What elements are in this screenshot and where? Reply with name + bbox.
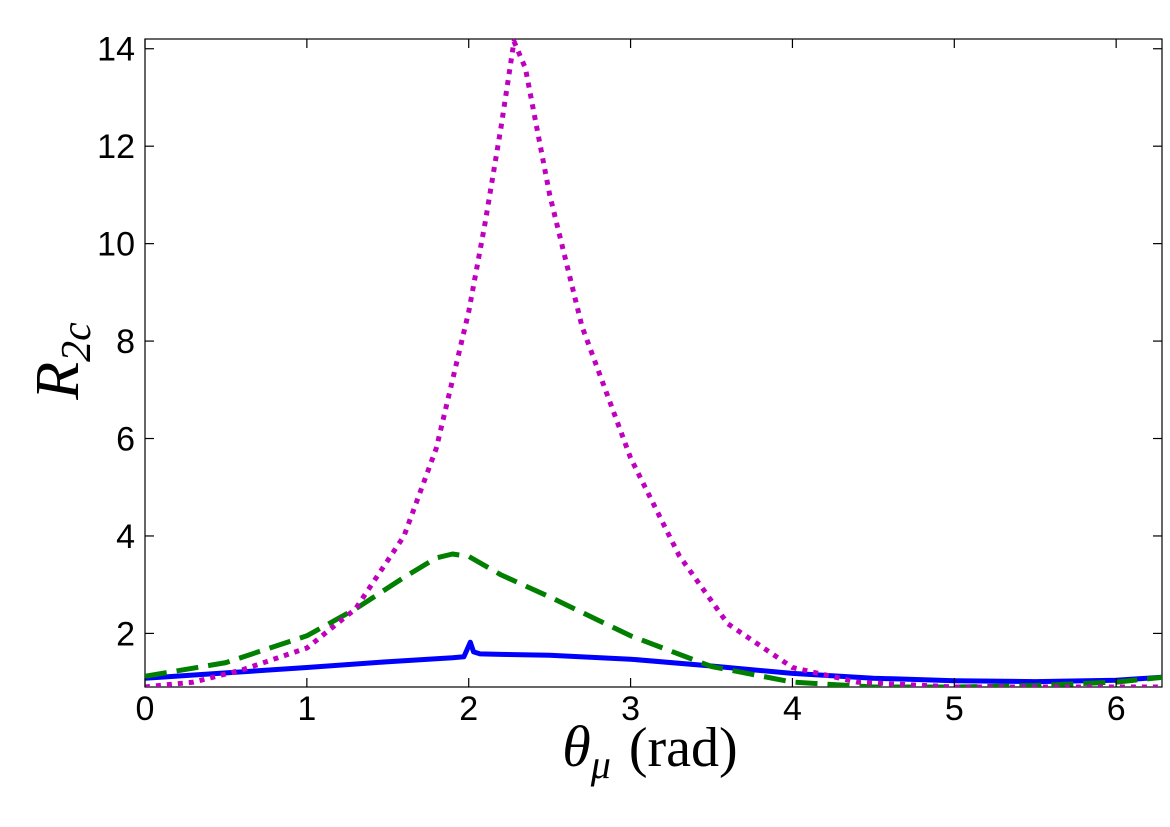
x-axis-symbol: θ — [562, 714, 591, 779]
plot-area — [144, 38, 1163, 688]
x-tick-label: 6 — [1107, 690, 1126, 728]
y-tick-label: 12 — [97, 128, 135, 166]
x-axis-unit: (rad) — [629, 717, 738, 779]
x-tick-label: 1 — [297, 690, 316, 728]
y-axis-title: R2c — [24, 322, 100, 401]
y-tick-label: 2 — [116, 615, 135, 653]
y-tick-label: 10 — [97, 226, 135, 264]
y-tick-label: 14 — [97, 31, 135, 69]
x-tick-label: 4 — [783, 690, 802, 728]
x-axis-title: θμ (rad) — [562, 714, 737, 787]
y-tick-label: 8 — [116, 323, 135, 361]
x-axis-subscript: μ — [590, 742, 611, 787]
series-dotted-line — [145, 39, 1162, 687]
y-axis-subscript: 2c — [54, 322, 100, 362]
x-tick-label: 5 — [945, 690, 964, 728]
x-tick-label: 3 — [621, 690, 640, 728]
series-layer — [145, 39, 1162, 687]
y-tick-label: 4 — [116, 518, 135, 556]
y-axis-symbol: R — [24, 362, 92, 401]
plot-frame — [144, 38, 1163, 688]
x-tick-label: 0 — [136, 690, 155, 728]
x-tick-label: 2 — [459, 690, 478, 728]
y-tick-label: 6 — [116, 421, 135, 459]
series-solid-line — [145, 639, 1162, 685]
